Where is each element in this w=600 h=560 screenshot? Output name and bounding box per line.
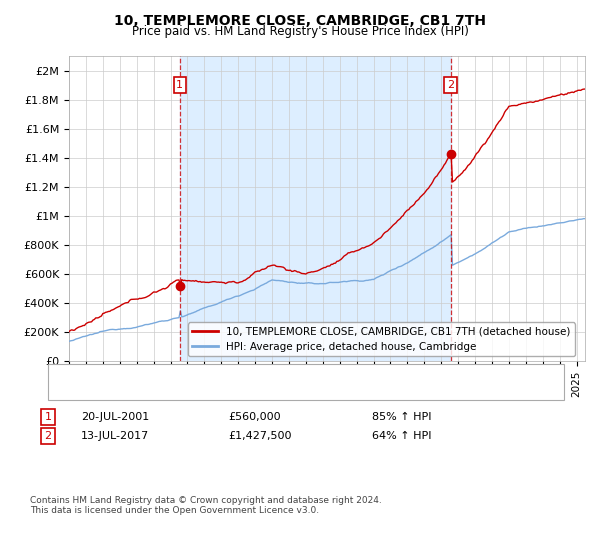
- Text: HPI: Average price, detached house, Cambridge: HPI: Average price, detached house, Camb…: [93, 390, 343, 400]
- Text: 1: 1: [176, 80, 184, 90]
- Text: 10, TEMPLEMORE CLOSE, CAMBRIDGE, CB1 7TH (detached house): 10, TEMPLEMORE CLOSE, CAMBRIDGE, CB1 7TH…: [93, 378, 437, 388]
- Text: 2: 2: [44, 431, 52, 441]
- Text: 10, TEMPLEMORE CLOSE, CAMBRIDGE, CB1 7TH: 10, TEMPLEMORE CLOSE, CAMBRIDGE, CB1 7TH: [114, 14, 486, 28]
- Text: £560,000: £560,000: [228, 412, 281, 422]
- Text: 13-JUL-2017: 13-JUL-2017: [81, 431, 149, 441]
- Text: 20-JUL-2001: 20-JUL-2001: [81, 412, 149, 422]
- Text: 64% ↑ HPI: 64% ↑ HPI: [372, 431, 431, 441]
- Text: £1,427,500: £1,427,500: [228, 431, 292, 441]
- Bar: [180, 56, 451, 361]
- Text: ——: ——: [63, 376, 88, 390]
- Text: 1: 1: [44, 412, 52, 422]
- Text: Price paid vs. HM Land Registry's House Price Index (HPI): Price paid vs. HM Land Registry's House …: [131, 25, 469, 38]
- Legend: 10, TEMPLEMORE CLOSE, CAMBRIDGE, CB1 7TH (detached house), HPI: Average price, d: 10, TEMPLEMORE CLOSE, CAMBRIDGE, CB1 7TH…: [188, 323, 575, 356]
- Text: 85% ↑ HPI: 85% ↑ HPI: [372, 412, 431, 422]
- Text: ——: ——: [63, 388, 88, 402]
- Text: Contains HM Land Registry data © Crown copyright and database right 2024.
This d: Contains HM Land Registry data © Crown c…: [30, 496, 382, 515]
- Text: 2: 2: [447, 80, 454, 90]
